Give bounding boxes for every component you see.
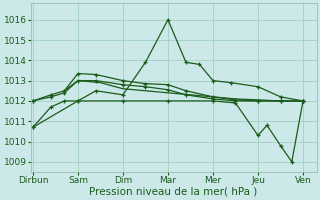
X-axis label: Pression niveau de la mer( hPa ): Pression niveau de la mer( hPa ) xyxy=(90,187,258,197)
